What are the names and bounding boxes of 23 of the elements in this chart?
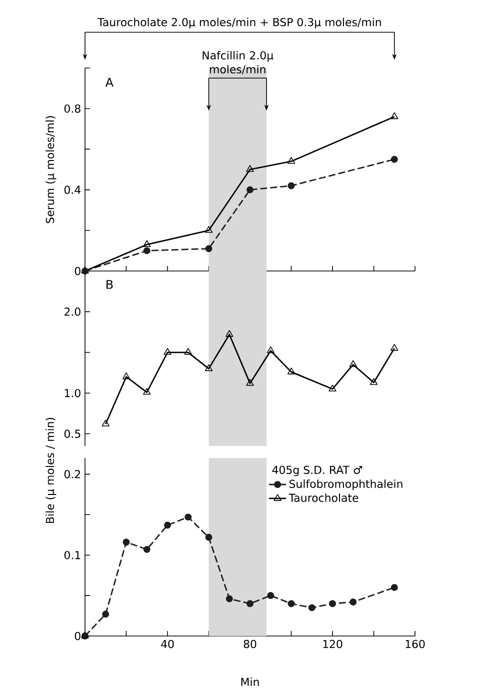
legend-title: 405g S.D. RAT ♂: [272, 466, 362, 476]
annotation: B: [106, 280, 113, 289]
y-tick-label: 0: [74, 632, 80, 640]
y-tick-label: 0.8: [64, 104, 80, 113]
y-tick-label: 2.0: [64, 308, 80, 316]
x-tick-label: 80: [244, 640, 256, 648]
y-tick-label: 0.4: [64, 186, 81, 194]
x-tick-label: 120: [323, 640, 342, 648]
y-tick-label: 0: [74, 266, 80, 276]
y-tick-label: 0.5: [64, 430, 80, 438]
x-tick-label: 40: [161, 640, 174, 648]
y-tick-label: 0.1: [64, 550, 80, 560]
x-tick-label: 160: [406, 640, 425, 648]
y-tick-label: 0.2: [64, 470, 80, 478]
text: Taurocholate 2.0μ moles/min + BSP 0.3μ moles/min: [98, 18, 381, 28]
y-axis-title: Serum (μ moles/ml): [46, 116, 56, 224]
band-label: Nafcillin 2.0μ moles/min: [202, 50, 274, 74]
annotation: A: [105, 78, 114, 87]
y-tick-label: 1.0: [64, 388, 80, 398]
y-axis-title: Bile (μ moles / min): [46, 418, 56, 523]
x-axis-title: Min: [241, 678, 259, 686]
legend-label: Taurocholate: [288, 493, 358, 502]
legend-label: Sulfobromophthalein: [289, 480, 402, 490]
